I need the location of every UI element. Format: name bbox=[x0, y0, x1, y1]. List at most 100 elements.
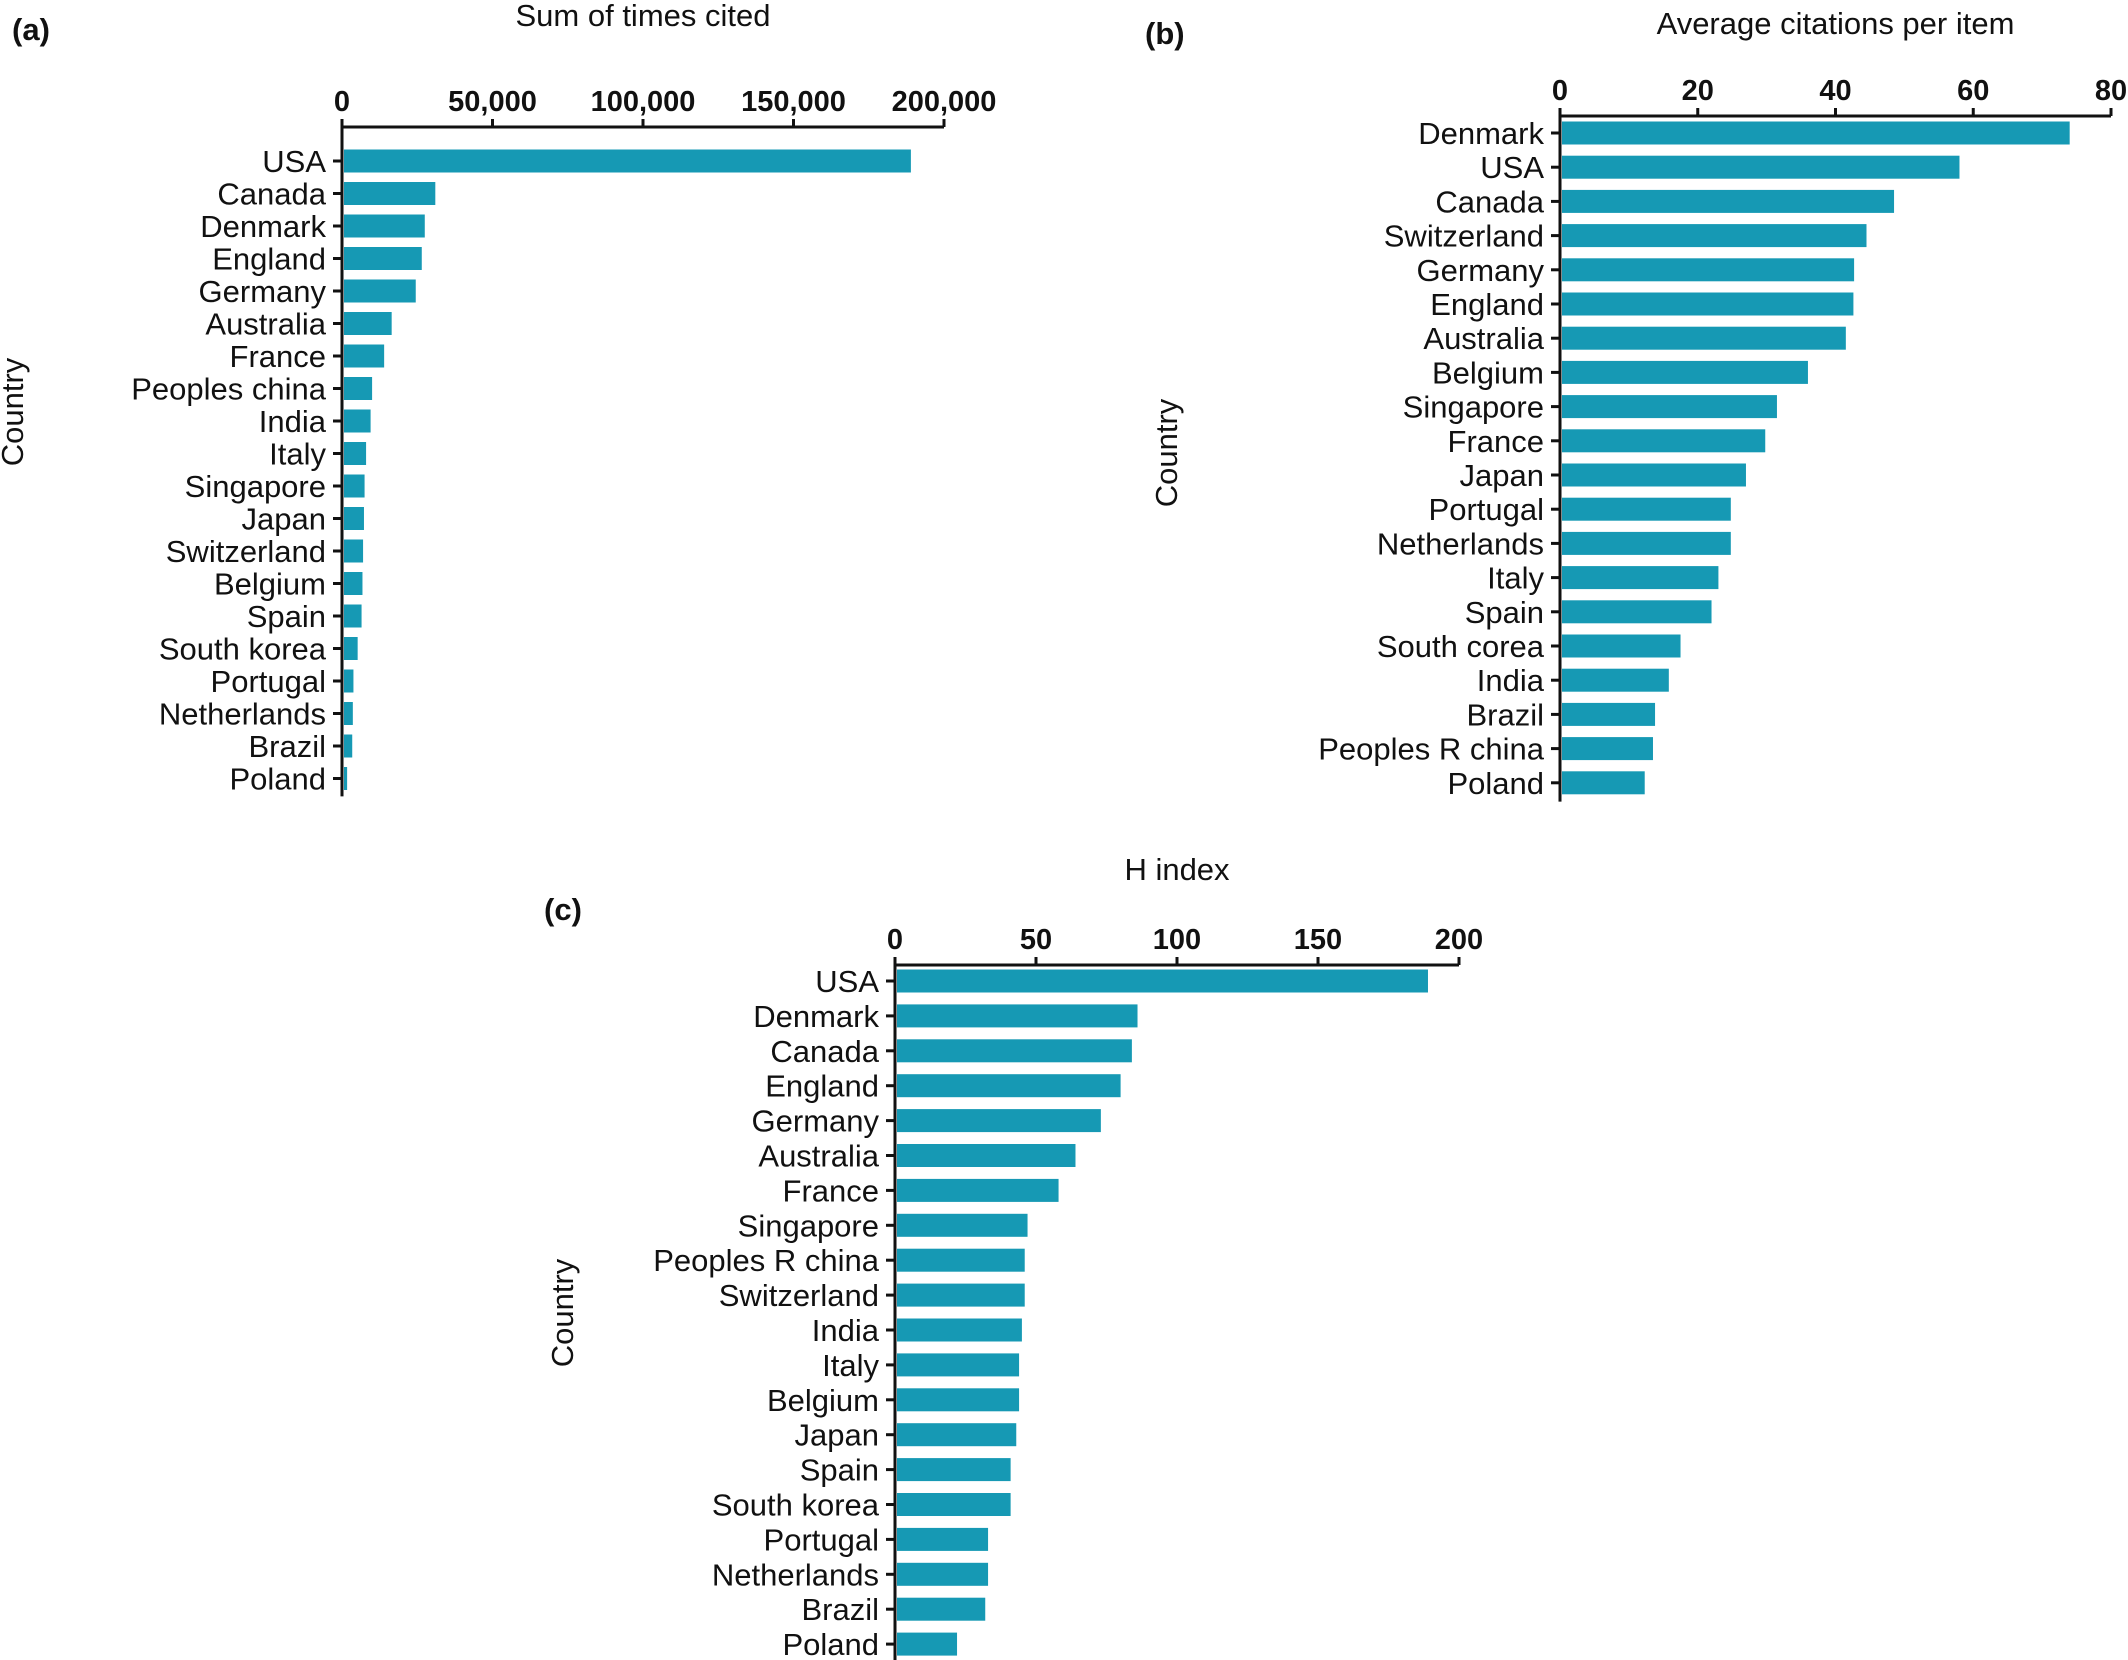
chart-c-bar bbox=[897, 1458, 1011, 1482]
chart-a-category-label: South korea bbox=[159, 632, 327, 667]
chart-a-bar bbox=[344, 409, 371, 433]
chart-b-bar bbox=[1562, 771, 1645, 795]
chart-a-bar bbox=[344, 149, 911, 173]
chart-c-category-label: France bbox=[783, 1173, 879, 1208]
chart-a-category-label: Japan bbox=[242, 502, 326, 537]
chart-b-bar bbox=[1562, 463, 1746, 487]
chart-c-category-label: Canada bbox=[770, 1034, 879, 1069]
chart-c-x-tick-label: 0 bbox=[887, 924, 903, 956]
chart-a-bar bbox=[344, 539, 364, 563]
chart-a-category-label: Switzerland bbox=[166, 534, 326, 569]
chart-a-category-label: Peoples china bbox=[131, 372, 327, 407]
chart-b-category-label: Portugal bbox=[1429, 492, 1544, 527]
chart-b-y-axis-label: Country bbox=[1149, 398, 1184, 507]
chart-a-bar bbox=[344, 279, 416, 303]
chart-a-category-label: Germany bbox=[199, 274, 327, 309]
chart-c-category-label: Spain bbox=[800, 1453, 879, 1488]
chart-c-bar bbox=[897, 1178, 1059, 1202]
chart-b-bar bbox=[1562, 737, 1653, 761]
chart-b-category-label: Poland bbox=[1447, 766, 1544, 801]
chart-b-bar bbox=[1562, 600, 1712, 624]
panel-label-b: (b) bbox=[1145, 16, 1185, 51]
chart-b-category-label: Spain bbox=[1465, 595, 1544, 630]
chart-c-y-axis-label: Country bbox=[545, 1258, 580, 1367]
chart-b-category-label: South corea bbox=[1377, 629, 1545, 664]
chart-b-bar bbox=[1562, 155, 1960, 179]
chart-a-title: Sum of times cited bbox=[516, 0, 771, 33]
chart-b-category-label: Australia bbox=[1423, 321, 1544, 356]
chart-c-category-label: Australia bbox=[758, 1139, 879, 1174]
chart-a-category-label: Canada bbox=[217, 177, 326, 212]
chart-b-category-label: Japan bbox=[1460, 458, 1544, 493]
chart-a-bar bbox=[344, 702, 353, 725]
chart-a-x-tick-label: 200,000 bbox=[892, 86, 997, 118]
chart-c-category-label: Belgium bbox=[767, 1383, 879, 1418]
chart-a-x-tick-label: 150,000 bbox=[741, 86, 846, 118]
chart-b-category-label: Italy bbox=[1487, 561, 1544, 596]
chart-b-bar bbox=[1562, 292, 1854, 316]
chart-c-bar bbox=[897, 1283, 1025, 1307]
chart-c-bar bbox=[897, 1109, 1101, 1133]
chart-a-bar bbox=[344, 669, 354, 693]
chart-c-bar bbox=[897, 1562, 989, 1586]
chart-b-category-label: Brazil bbox=[1466, 697, 1544, 732]
chart-b-title: Average citations per item bbox=[1657, 6, 2015, 41]
panel-label-c: (c) bbox=[544, 892, 582, 927]
chart-c-bar bbox=[897, 1144, 1076, 1167]
chart-a-bar bbox=[344, 247, 422, 270]
chart-c-x-tick-label: 100 bbox=[1153, 924, 1201, 956]
chart-c-bar bbox=[897, 969, 1428, 993]
chart-a-category-label: Singapore bbox=[185, 469, 326, 504]
chart-a-category-label: Belgium bbox=[214, 567, 326, 602]
chart-b-category-label: Germany bbox=[1417, 253, 1545, 288]
chart-c-bar bbox=[897, 1074, 1121, 1098]
chart-c-category-label: England bbox=[765, 1069, 879, 1104]
chart-c-x-tick-label: 50 bbox=[1020, 924, 1052, 956]
chart-c-category-label: Peoples R china bbox=[653, 1243, 880, 1278]
chart-b: Average citations per item 0 20 40 60 80 Count… bbox=[1149, 6, 2127, 802]
chart-c-category-label: Brazil bbox=[801, 1592, 879, 1627]
chart-a-bar bbox=[344, 637, 358, 660]
chart-c-category-label: Switzerland bbox=[719, 1278, 879, 1313]
chart-b-bar bbox=[1562, 702, 1656, 726]
chart-b-bar bbox=[1562, 189, 1895, 213]
chart-a-bar bbox=[344, 182, 436, 205]
chart-a-bar bbox=[344, 474, 365, 498]
chart-c-category-label: Italy bbox=[822, 1348, 879, 1383]
chart-c-category-label: Japan bbox=[795, 1418, 879, 1453]
chart-b-bar bbox=[1562, 531, 1731, 555]
chart-b-category-label: Denmark bbox=[1418, 116, 1544, 151]
chart-c-category-label: Germany bbox=[752, 1104, 880, 1139]
chart-a-y-axis-label: Country bbox=[0, 357, 30, 466]
chart-a-category-label: Australia bbox=[205, 307, 326, 342]
chart-b-bar bbox=[1562, 668, 1669, 692]
chart-b-x-tick-label: 80 bbox=[2095, 75, 2127, 107]
chart-b-bar bbox=[1562, 566, 1719, 590]
chart-c-title: H index bbox=[1124, 852, 1230, 887]
chart-c-category-label: Singapore bbox=[738, 1208, 879, 1243]
chart-a-x-tick-label: 0 bbox=[334, 86, 350, 118]
chart-b-x-tick-label: 20 bbox=[1682, 75, 1714, 107]
chart-a-category-label: Denmark bbox=[200, 209, 326, 244]
chart-b-bar bbox=[1562, 634, 1681, 658]
chart-c-bar bbox=[897, 1004, 1138, 1028]
chart-b-bar bbox=[1562, 497, 1731, 521]
chart-b-bar bbox=[1562, 395, 1777, 419]
chart-a-category-label: Portugal bbox=[211, 664, 326, 699]
chart-a-category-label: Poland bbox=[229, 762, 326, 797]
chart-a-bar bbox=[344, 734, 353, 758]
chart-a-category-label: Brazil bbox=[248, 729, 326, 764]
chart-a: Sum of times cited 0 50,000 100,000 150,000 2… bbox=[0, 0, 996, 797]
chart-a-category-label: Netherlands bbox=[159, 697, 326, 732]
chart-a-category-label: Italy bbox=[269, 437, 326, 472]
chart-a-bar bbox=[344, 767, 348, 790]
chart-c-category-label: Poland bbox=[782, 1627, 879, 1660]
chart-c-bar bbox=[897, 1527, 989, 1551]
chart-c: H index 0 50 100 150 200 Country USADenmarkCana… bbox=[545, 852, 1483, 1660]
chart-b-x-tick-label: 60 bbox=[1957, 75, 1989, 107]
chart-c-bar bbox=[897, 1423, 1017, 1447]
chart-a-bar bbox=[344, 312, 392, 335]
chart-a-bar bbox=[344, 572, 363, 595]
chart-a-bar bbox=[344, 377, 373, 400]
chart-a-category-label: USA bbox=[262, 144, 326, 179]
